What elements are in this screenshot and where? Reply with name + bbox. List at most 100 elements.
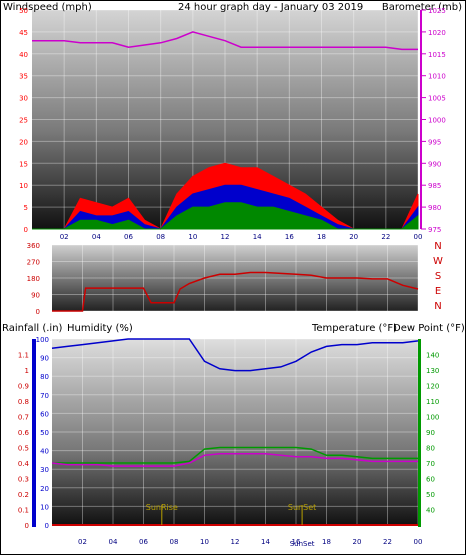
humidity-hour-tick-labels: 02 04 06 08 10 12 14 16 18 20 22 00	[78, 538, 422, 546]
humidity-hour-tick-label: 10	[200, 538, 209, 546]
windspeed-tick-label: 50	[19, 7, 28, 15]
humidity-tick-labels: 0 10 20 30 40 50 60 70 80 90 100	[36, 336, 49, 530]
rainfall-tick-label: 0.3	[18, 476, 29, 484]
barometer-tick-label: 975	[428, 226, 441, 234]
windspeed-tick-label: 35	[19, 73, 28, 81]
direction-tick-label: 270	[27, 259, 40, 267]
humidity-hour-tick-label: 20	[353, 538, 362, 546]
rainfall-tick-label: 0	[25, 522, 29, 530]
barometer-tick-labels: 975 980 985 990 995 1000 1005 1010 1015 1020 1025	[420, 7, 446, 234]
barometer-tick-label: 1000	[428, 117, 446, 125]
windspeed-tick-label: 15	[19, 160, 28, 168]
wind-hour-tick-label: 22	[381, 233, 390, 241]
compass-label: E	[435, 286, 441, 297]
wind-hour-tick-label: 08	[156, 233, 165, 241]
wind-hour-tick-label: 10	[188, 233, 197, 241]
humidity-hour-tick-label: 14	[261, 538, 270, 546]
direction-tick-labels: 0 90 180 270 360	[27, 242, 40, 316]
sunset-label: SunSet	[288, 503, 316, 512]
wind-hour-tick-label: 12	[221, 233, 230, 241]
wind-hour-tick-label: 16	[285, 233, 294, 241]
wind-barometer-chart: Windspeed (mph) 24 hour graph day - Janu…	[3, 2, 462, 241]
compass-label: N	[434, 241, 441, 252]
windspeed-tick-label: 30	[19, 95, 28, 103]
temp-axis-bar	[418, 339, 421, 527]
barometer-axis-title: Barometer (mb)	[382, 2, 462, 13]
direction-line	[52, 271, 419, 312]
direction-tick-label: 360	[27, 242, 40, 250]
sunrise-label: SunRise	[146, 503, 178, 512]
wind-hour-tick-label: 20	[349, 233, 358, 241]
windspeed-tick-label: 10	[19, 182, 28, 190]
compass-label: W	[433, 256, 443, 267]
humidity-hour-tick-label: 18	[322, 538, 331, 546]
windspeed-tick-label: 45	[19, 29, 28, 37]
temperature-tick-label: 40	[426, 507, 435, 515]
temperature-line	[52, 446, 418, 464]
rainfall-tick-labels: 0 0.1 0.2 0.3 0.4 0.5 0.6 0.7 0.8 0.9 1 1.1	[18, 352, 30, 531]
dewpoint-axis-title: Dew Point (°F)	[393, 323, 465, 334]
humidity-tick-label: 0	[45, 522, 49, 530]
barometer-tick-label: 1010	[428, 73, 446, 81]
rain-axis-bar	[32, 339, 36, 527]
rainfall-axis-title: Rainfall (.in)	[2, 323, 63, 334]
rainfall-tick-label: 0.2	[18, 491, 29, 499]
temperature-tick-label: 90	[426, 429, 435, 437]
temperature-tick-label: 100	[426, 414, 439, 422]
windspeed-tick-label: 5	[24, 204, 28, 212]
wind-hour-tick-label: 04	[92, 233, 101, 241]
wind-series	[32, 31, 419, 230]
temperature-tick-label: 50	[426, 491, 435, 499]
windspeed-tick-label: 0	[24, 226, 28, 234]
temperature-tick-label: 120	[426, 383, 439, 391]
barometer-tick-label: 1025	[428, 7, 446, 15]
compass-label: S	[435, 271, 441, 282]
wind-hour-tick-label: 00	[414, 233, 423, 241]
rainfall-tick-label: 0.1	[18, 507, 29, 515]
temperature-tick-label: 130	[426, 367, 439, 375]
temperature-tick-label: 110	[426, 398, 439, 406]
humidity-tick-label: 20	[40, 485, 49, 493]
humidity-hour-tick-label: 22	[383, 538, 392, 546]
humidity-hour-tick-label: 00	[414, 538, 423, 546]
barometer-line	[32, 31, 418, 51]
compass-label: N	[434, 301, 441, 312]
windspeed-axis-title: Windspeed (mph)	[3, 2, 92, 13]
windspeed-tick-label: 25	[19, 117, 28, 125]
wind-hour-tick-label: 06	[124, 233, 133, 241]
wind-hour-tick-label: 14	[253, 233, 262, 241]
humidity-series	[51, 338, 419, 526]
temperature-tick-labels: 40 50 60 70 80 90 100 110 120 130 140	[426, 352, 439, 515]
humidity-hour-tick-label: 16	[292, 538, 301, 546]
rainfall-tick-label: 0.5	[18, 445, 29, 453]
wind-hour-tick-labels: 02 04 06 08 10 12 14 16 18 20 22 00	[60, 233, 423, 241]
temperature-tick-label: 80	[426, 445, 435, 453]
rainfall-tick-label: 0.7	[18, 414, 29, 422]
temperature-tick-label: 70	[426, 460, 435, 468]
humidity-tick-label: 80	[40, 373, 49, 381]
humidity-tick-label: 60	[40, 410, 49, 418]
humidity-tick-label: 90	[40, 355, 49, 363]
direction-gridlines	[52, 244, 419, 312]
humidity-hour-tick-label: 12	[231, 538, 240, 546]
barometer-tick-label: 980	[428, 204, 441, 212]
wind-hour-tick-label: 02	[60, 233, 69, 241]
chart-title: 24 hour graph day - January 03 2019	[178, 2, 363, 13]
barometer-tick-label: 985	[428, 182, 441, 190]
barometer-tick-label: 1020	[428, 29, 446, 37]
humidity-tick-label: 40	[40, 448, 49, 456]
rainfall-tick-label: 0.9	[18, 383, 29, 391]
humidity-hour-tick-label: 04	[109, 538, 118, 546]
humidity-tick-label: 50	[40, 429, 49, 437]
humidity-tick-label: 10	[40, 503, 49, 511]
windspeed-tick-label: 40	[19, 51, 28, 59]
rainfall-tick-label: 1	[25, 367, 29, 375]
rainfall-tick-label: 0.8	[18, 398, 29, 406]
sunset-axis-label: SunSet	[290, 540, 315, 548]
windspeed-tick-labels: 0 5 10 15 20 25 30 35 40 45 50	[19, 7, 28, 234]
sun-markers: SunRise SunSet SunSet	[146, 503, 317, 548]
rainfall-tick-label: 1.1	[18, 352, 29, 360]
temperature-tick-label: 60	[426, 476, 435, 484]
